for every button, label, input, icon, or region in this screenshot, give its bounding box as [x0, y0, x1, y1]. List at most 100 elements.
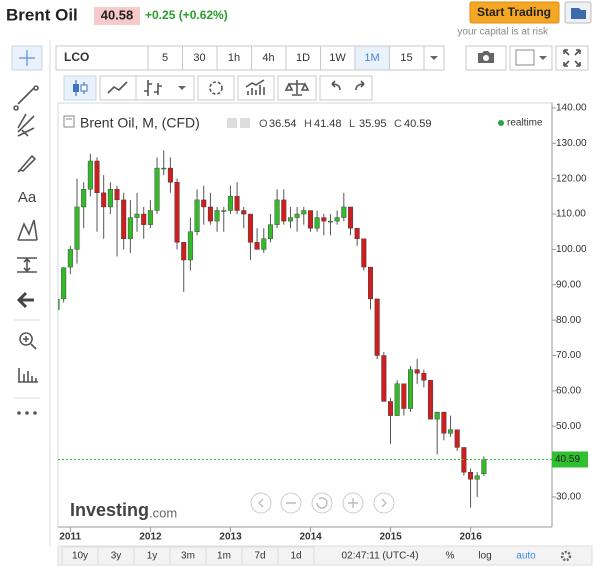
range-label: 3m	[181, 551, 195, 562]
brush-tool[interactable]	[17, 154, 37, 173]
toggle-label[interactable]: auto	[516, 551, 536, 562]
ohlc-value: 41.48	[314, 118, 342, 130]
y-tick-label: 70.00	[556, 350, 581, 361]
toggle-label[interactable]: %	[446, 551, 455, 562]
candle-body	[428, 380, 434, 420]
candle-body	[388, 401, 394, 416]
candle-body	[241, 210, 247, 215]
candle-body	[107, 189, 113, 208]
nav-left[interactable]	[250, 492, 272, 514]
pattern-tool[interactable]	[17, 219, 38, 241]
candle-body	[121, 199, 127, 239]
interval-label: 1W	[329, 52, 346, 64]
candle-body	[408, 369, 414, 409]
realtime-dot	[498, 120, 504, 126]
candle-body	[194, 199, 200, 232]
price-box	[94, 7, 140, 25]
ohlc-value: 35.95	[359, 118, 387, 130]
symbol-input[interactable]	[55, 45, 149, 71]
ohlc-value: 40.59	[404, 118, 432, 130]
range-label: 1y	[147, 551, 158, 562]
candle-body	[454, 429, 460, 448]
candle-glyph	[80, 84, 88, 92]
candle-body	[207, 206, 213, 222]
trendline-tool[interactable]	[13, 85, 39, 111]
y-tick-label: 140.00	[556, 103, 587, 114]
candle-body	[481, 459, 487, 475]
interval-label: 30	[193, 52, 205, 64]
candle-body	[294, 213, 300, 218]
line-icon	[107, 81, 128, 94]
text-tool[interactable]: Aa	[18, 189, 37, 206]
ohlc-value: 36.54	[269, 118, 297, 130]
y-tick-label: 120.00	[556, 173, 587, 184]
camera-lens	[483, 55, 489, 61]
dropdown-arrow	[178, 86, 186, 90]
line-button[interactable]	[99, 75, 137, 101]
compare-icon	[284, 80, 310, 96]
toggle-label[interactable]: log	[478, 551, 491, 562]
candle-body	[414, 369, 420, 374]
candle-body	[468, 471, 474, 480]
y-tick-label: 60.00	[556, 385, 581, 396]
range-label: 1m	[217, 551, 231, 562]
nav-right[interactable]	[373, 492, 395, 514]
candle-body	[234, 196, 240, 211]
candle-body	[374, 298, 380, 356]
candle-body	[281, 199, 287, 222]
indicators-button[interactable]	[237, 75, 275, 101]
interval-label: 5	[162, 52, 168, 64]
legend-toggle[interactable]	[63, 115, 75, 128]
interval-button[interactable]	[216, 45, 252, 71]
settings-button[interactable]	[197, 75, 235, 101]
interval-button[interactable]	[320, 45, 356, 71]
candles-button[interactable]	[63, 75, 97, 101]
candle-body	[367, 266, 373, 300]
interval-button[interactable]	[182, 45, 218, 71]
plot	[58, 150, 552, 508]
more-dot	[25, 411, 29, 415]
fib-tool[interactable]	[17, 113, 35, 137]
footer-settings[interactable]	[560, 550, 572, 562]
interval-button[interactable]	[389, 45, 425, 71]
y-tick-label: 30.00	[556, 492, 581, 503]
indicators-icon	[245, 79, 265, 95]
candle-body	[434, 411, 440, 420]
nav-reset[interactable]	[311, 492, 333, 514]
candle-body	[174, 182, 180, 243]
candle-body	[448, 429, 454, 434]
fullscreen-button[interactable]	[555, 45, 589, 71]
ohlc-key: L	[349, 118, 355, 130]
trade-button[interactable]	[469, 1, 560, 24]
x-tick-label: 2011	[59, 532, 81, 543]
undo-redo[interactable]	[319, 75, 373, 101]
nav-glyphs	[258, 497, 387, 509]
measure-tool[interactable]	[17, 257, 37, 273]
back-tool[interactable]	[16, 291, 34, 309]
y-tick-label: 130.00	[556, 138, 587, 149]
gear-icon	[209, 81, 223, 95]
volume-tool[interactable]	[18, 368, 38, 383]
range-label: 3y	[111, 551, 122, 562]
candle-body	[127, 217, 133, 239]
candle-body	[154, 167, 160, 211]
fullscreen-icon	[563, 49, 581, 67]
bars-button[interactable]	[135, 75, 195, 101]
x-tick-label: 2015	[380, 532, 403, 543]
candle-body	[287, 217, 293, 222]
candle-body	[421, 372, 427, 381]
y-tick-label: 90.00	[556, 279, 581, 290]
realtime-label: realtime	[507, 118, 543, 129]
interval-button[interactable]	[147, 45, 183, 71]
more-dot[interactable]	[17, 411, 21, 415]
candle-body	[307, 210, 313, 229]
candle-body	[227, 196, 233, 211]
zoom-tool[interactable]	[19, 332, 37, 350]
nav	[250, 492, 395, 514]
candle-body	[81, 189, 87, 208]
candle-body	[214, 210, 220, 222]
candle-body	[114, 189, 120, 201]
range-button[interactable]	[277, 546, 315, 566]
dropdown-arrow	[430, 56, 438, 60]
symbol: LCO	[64, 50, 89, 64]
